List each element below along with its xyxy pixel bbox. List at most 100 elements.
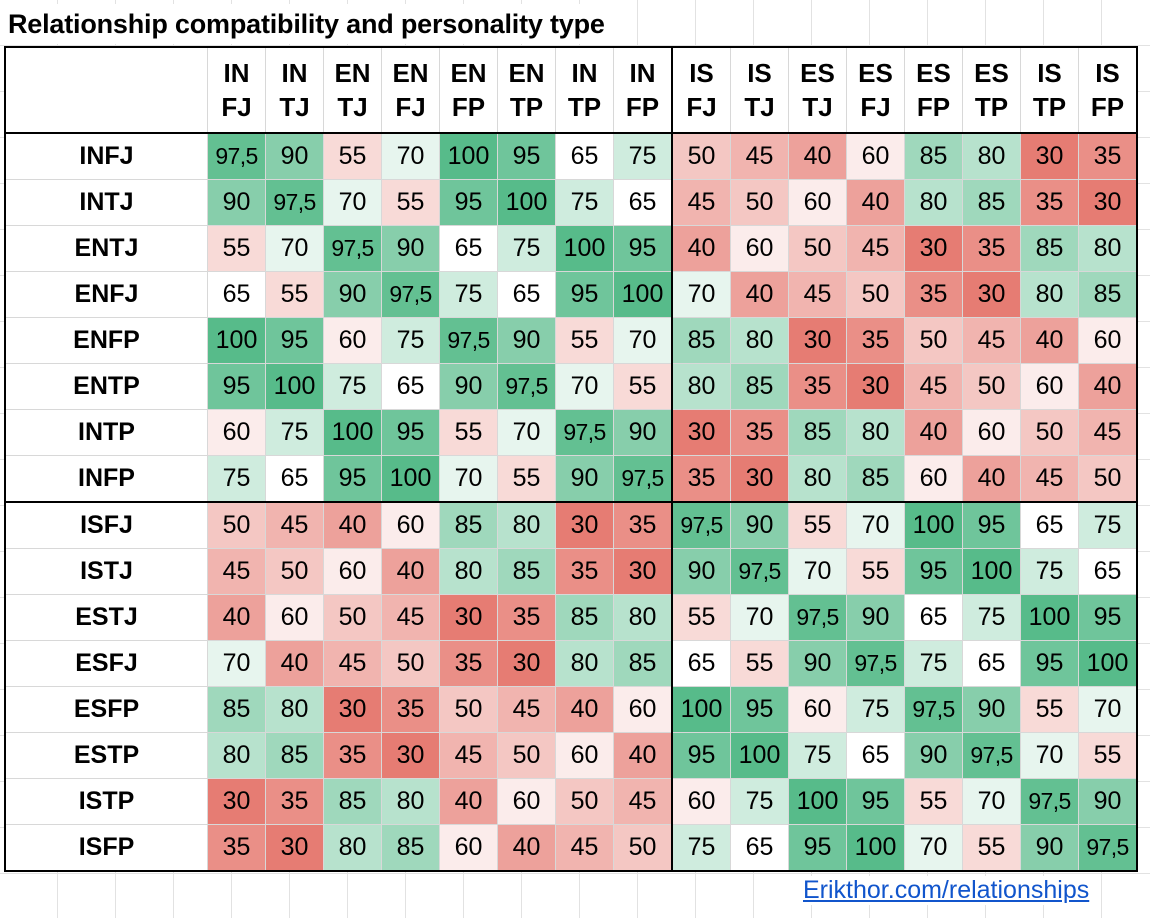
score-cell[interactable]: 95 (497, 132, 556, 180)
score-cell[interactable]: 80 (788, 455, 847, 503)
score-cell[interactable]: 100 (962, 548, 1021, 595)
column-header[interactable]: ES TP (962, 46, 1021, 134)
score-cell[interactable]: 60 (904, 455, 963, 503)
score-cell[interactable]: 60 (671, 778, 731, 825)
score-cell[interactable]: 60 (323, 317, 382, 364)
score-cell[interactable]: 80 (381, 778, 440, 825)
score-cell[interactable]: 95 (962, 501, 1021, 549)
score-cell[interactable]: 55 (555, 317, 614, 364)
score-cell[interactable]: 97,5 (555, 409, 614, 456)
score-cell[interactable]: 40 (323, 501, 382, 549)
score-cell[interactable]: 30 (497, 640, 556, 687)
score-cell[interactable]: 90 (439, 363, 498, 410)
score-cell[interactable]: 55 (671, 594, 731, 641)
row-header[interactable]: ISTJ (4, 548, 208, 595)
score-cell[interactable]: 80 (730, 317, 789, 364)
score-cell[interactable]: 90 (207, 179, 266, 226)
score-cell[interactable]: 100 (671, 686, 731, 733)
score-cell[interactable]: 30 (962, 271, 1021, 318)
score-cell[interactable]: 75 (788, 732, 847, 779)
score-cell[interactable]: 85 (962, 179, 1021, 226)
column-header[interactable]: IS TJ (730, 46, 789, 134)
score-cell[interactable]: 35 (555, 548, 614, 595)
score-cell[interactable]: 45 (962, 317, 1021, 364)
score-cell[interactable]: 97,5 (962, 732, 1021, 779)
score-cell[interactable]: 100 (265, 363, 324, 410)
score-cell[interactable]: 70 (962, 778, 1021, 825)
score-cell[interactable]: 100 (555, 225, 614, 272)
score-cell[interactable]: 100 (497, 179, 556, 226)
score-cell[interactable]: 90 (788, 640, 847, 687)
score-cell[interactable]: 100 (323, 409, 382, 456)
score-cell[interactable]: 85 (555, 594, 614, 641)
score-cell[interactable]: 70 (207, 640, 266, 687)
score-cell[interactable]: 45 (730, 132, 789, 180)
score-cell[interactable]: 60 (207, 409, 266, 456)
score-cell[interactable]: 40 (962, 455, 1021, 503)
score-cell[interactable]: 60 (1078, 317, 1138, 364)
score-cell[interactable]: 35 (323, 732, 382, 779)
score-cell[interactable]: 70 (555, 363, 614, 410)
score-cell[interactable]: 70 (265, 225, 324, 272)
row-header[interactable]: ESFP (4, 686, 208, 733)
score-cell[interactable]: 85 (265, 732, 324, 779)
column-header[interactable]: ES FP (904, 46, 963, 134)
score-cell[interactable]: 85 (1020, 225, 1079, 272)
row-header[interactable]: ESTJ (4, 594, 208, 641)
score-cell[interactable]: 95 (788, 824, 847, 872)
score-cell[interactable]: 60 (381, 501, 440, 549)
score-cell[interactable]: 90 (497, 317, 556, 364)
score-cell[interactable]: 70 (788, 548, 847, 595)
score-cell[interactable]: 70 (1078, 686, 1138, 733)
score-cell[interactable]: 35 (788, 363, 847, 410)
score-cell[interactable]: 97,5 (381, 271, 440, 318)
score-cell[interactable]: 95 (730, 686, 789, 733)
column-header[interactable]: IS TP (1020, 46, 1079, 134)
score-cell[interactable]: 65 (1020, 501, 1079, 549)
score-cell[interactable]: 70 (671, 271, 731, 318)
score-cell[interactable]: 95 (555, 271, 614, 318)
score-cell[interactable]: 50 (497, 732, 556, 779)
score-cell[interactable]: 65 (381, 363, 440, 410)
score-cell[interactable]: 65 (1078, 548, 1138, 595)
score-cell[interactable]: 100 (904, 501, 963, 549)
score-cell[interactable]: 55 (788, 501, 847, 549)
score-cell[interactable]: 40 (846, 179, 905, 226)
score-cell[interactable]: 97,5 (788, 594, 847, 641)
score-cell[interactable]: 35 (207, 824, 266, 872)
score-cell[interactable]: 75 (846, 686, 905, 733)
score-cell[interactable]: 80 (555, 640, 614, 687)
score-cell[interactable]: 50 (962, 363, 1021, 410)
row-header[interactable]: INFP (4, 455, 208, 503)
score-cell[interactable]: 50 (904, 317, 963, 364)
score-cell[interactable]: 97,5 (730, 548, 789, 595)
score-cell[interactable]: 80 (846, 409, 905, 456)
score-cell[interactable]: 65 (439, 225, 498, 272)
row-header[interactable]: ISTP (4, 778, 208, 825)
score-cell[interactable]: 85 (613, 640, 673, 687)
score-cell[interactable]: 80 (207, 732, 266, 779)
score-cell[interactable]: 75 (1020, 548, 1079, 595)
score-cell[interactable]: 95 (613, 225, 673, 272)
row-header[interactable]: ENFP (4, 317, 208, 364)
score-cell[interactable]: 97,5 (1078, 824, 1138, 872)
score-cell[interactable]: 50 (1078, 455, 1138, 503)
column-header[interactable]: IS FJ (671, 46, 731, 134)
score-cell[interactable]: 55 (207, 225, 266, 272)
score-cell[interactable]: 40 (613, 732, 673, 779)
score-cell[interactable]: 65 (671, 640, 731, 687)
score-cell[interactable]: 95 (1020, 640, 1079, 687)
column-header[interactable]: IN FP (613, 46, 673, 134)
column-header[interactable]: ES TJ (788, 46, 847, 134)
score-cell[interactable]: 45 (671, 179, 731, 226)
column-header[interactable]: EN TJ (323, 46, 382, 134)
score-cell[interactable]: 65 (497, 271, 556, 318)
score-cell[interactable]: 50 (730, 179, 789, 226)
score-cell[interactable]: 40 (497, 824, 556, 872)
score-cell[interactable]: 35 (381, 686, 440, 733)
score-cell[interactable]: 60 (323, 548, 382, 595)
score-cell[interactable]: 50 (671, 132, 731, 180)
score-cell[interactable]: 30 (323, 686, 382, 733)
score-cell[interactable]: 60 (439, 824, 498, 872)
score-cell[interactable]: 85 (730, 363, 789, 410)
